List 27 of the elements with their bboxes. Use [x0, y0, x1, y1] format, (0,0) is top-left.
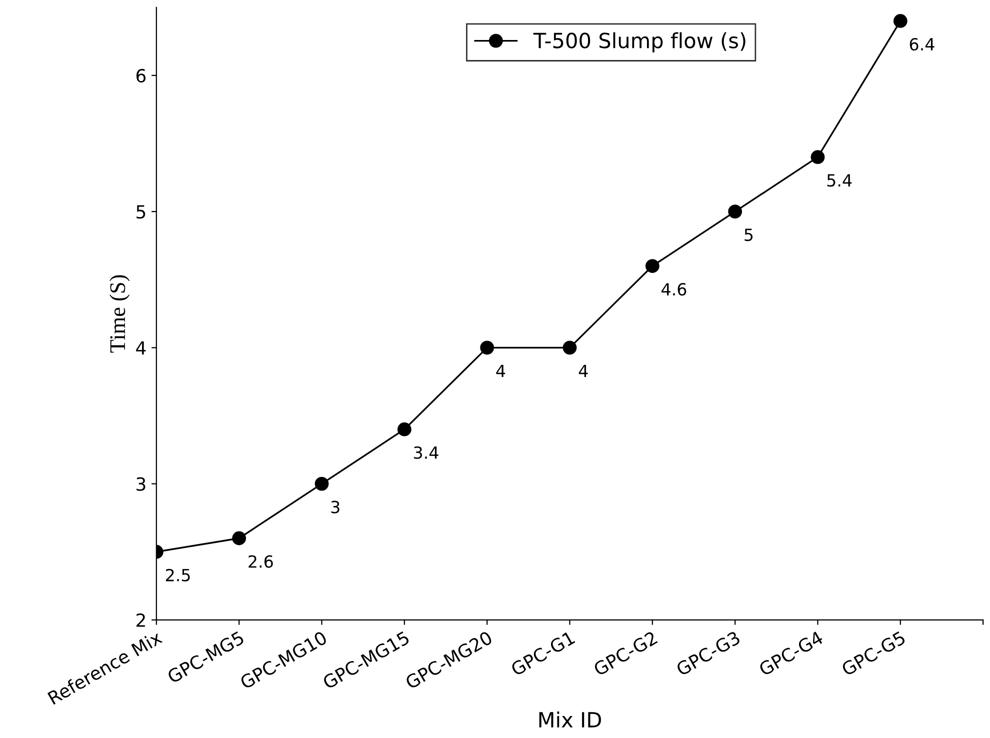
point: [232, 531, 246, 546]
data-label: 4.6: [662, 282, 686, 296]
legend-label: T-500 Slump flow (s): [533, 32, 746, 52]
data-label: 4: [496, 364, 506, 378]
y-tick-label: 4: [136, 341, 146, 355]
y-axis-title: Time (S): [110, 275, 130, 353]
point: [728, 204, 742, 219]
data-label: 4: [578, 364, 588, 378]
data-label: 5: [744, 228, 753, 242]
data-label: 2.6: [248, 555, 273, 568]
point: [893, 14, 908, 28]
point: [314, 476, 329, 491]
y-tick-label: 3: [136, 477, 146, 491]
point: [810, 150, 825, 164]
point: [645, 259, 660, 273]
point: [397, 422, 412, 436]
data-label: 2.5: [166, 568, 190, 582]
data-label: 6.4: [910, 38, 934, 51]
data-label: 5.4: [827, 174, 852, 187]
x-axis-title: Mix ID: [539, 712, 601, 728]
data-label: 3.4: [414, 446, 438, 459]
point: [480, 340, 494, 355]
data-label: 3: [331, 500, 340, 514]
y-tick-label: 2: [136, 613, 145, 627]
point: [562, 340, 577, 355]
y-tick-label: 6: [136, 68, 146, 83]
y-tick-label: 5: [136, 205, 146, 219]
